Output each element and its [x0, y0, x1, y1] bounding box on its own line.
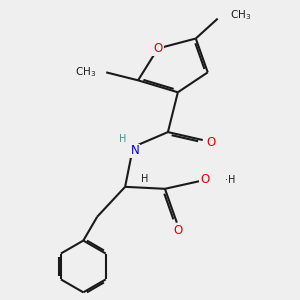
- Text: O: O: [173, 224, 182, 237]
- Text: H: H: [141, 174, 149, 184]
- Text: O: O: [200, 173, 209, 186]
- Text: ·H: ·H: [225, 175, 235, 185]
- Text: H: H: [119, 134, 127, 144]
- Text: N: N: [131, 145, 140, 158]
- Text: CH$_3$: CH$_3$: [230, 8, 251, 22]
- Text: O: O: [206, 136, 215, 148]
- Text: O: O: [153, 42, 163, 55]
- Text: CH$_3$: CH$_3$: [75, 65, 96, 79]
